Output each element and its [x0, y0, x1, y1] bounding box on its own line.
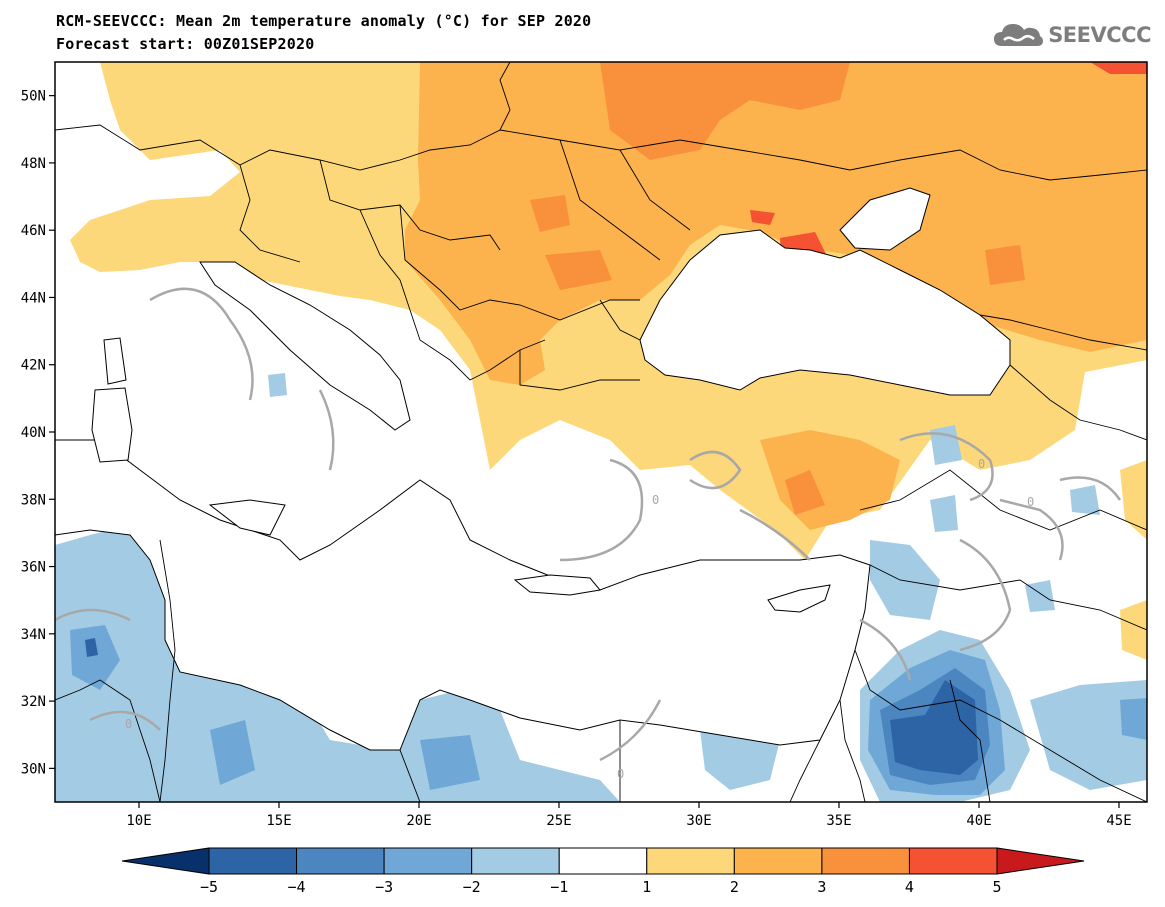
warm-anomaly-1c — [1120, 600, 1147, 660]
lon-tick-label: 20E — [406, 813, 431, 829]
colorbar-label: 1 — [642, 878, 651, 896]
contour-label: 0 — [652, 493, 659, 507]
forecast-start: Forecast start: 00Z01SEP2020 — [56, 35, 315, 53]
country-borders — [55, 62, 1147, 802]
colorbar-segment — [296, 847, 385, 875]
contour-label: 0 — [617, 767, 624, 781]
lat-tick-label: 42N — [21, 358, 46, 374]
lat-tick-label: 44N — [21, 290, 46, 306]
black-sea — [639, 229, 1011, 396]
cyprus — [767, 584, 831, 613]
colorbar-segment — [646, 847, 735, 875]
colorbar-label: 4 — [905, 878, 914, 896]
seevccc-logo: SEEVCCC — [992, 20, 1151, 50]
lon-tick-label: 10E — [126, 813, 151, 829]
colorbar-label: −1 — [550, 878, 568, 896]
cloud-icon — [994, 24, 1044, 46]
zero-contours — [55, 287, 1122, 762]
cool-anomaly-1h — [1025, 580, 1055, 612]
cool-anomaly-2b — [210, 720, 255, 785]
colorbar-label: −2 — [463, 878, 481, 896]
warm-anomaly-3 — [600, 62, 850, 160]
latitude-axis: 30N 32N 34N 36N 38N 40N 42N 44N 46N 48N 50N — [21, 89, 55, 777]
colorbar-label: 3 — [817, 878, 826, 896]
colorbar-segment — [821, 847, 910, 875]
lon-tick-label: 25E — [546, 813, 571, 829]
colorbar-segment — [383, 847, 473, 875]
colorbar-label: −4 — [288, 878, 306, 896]
colorbar-segment — [208, 847, 298, 875]
lat-tick-label: 32N — [21, 694, 46, 710]
lon-tick-label: 15E — [266, 813, 291, 829]
lon-tick-label: 35E — [826, 813, 851, 829]
colorbar-low-arrow — [121, 847, 210, 875]
colorbar-segment — [471, 847, 560, 875]
colorbar-high-arrow — [996, 847, 1085, 875]
logo-text: SEEVCCC — [1048, 23, 1151, 47]
cool-anomaly-2c — [420, 735, 480, 790]
lat-tick-label: 48N — [21, 156, 46, 172]
lat-tick-label: 30N — [21, 761, 46, 777]
colorbar: −5 −4 −3 −2 −1 1 2 3 4 5 — [121, 847, 1085, 896]
lat-tick-label: 46N — [21, 223, 46, 239]
contour-label: 0 — [978, 457, 985, 471]
cool-anomaly-1i — [930, 495, 958, 532]
colorbar-label: 5 — [992, 878, 1001, 896]
warm-anomaly-4b — [1090, 62, 1147, 74]
corsica — [103, 337, 127, 385]
sardinia — [91, 387, 133, 463]
colorbar-label: −5 — [200, 878, 218, 896]
lat-tick-label: 38N — [21, 492, 46, 508]
longitude-axis: 10E 15E 20E 25E 30E 35E 40E 45E — [126, 802, 1132, 829]
cool-anomaly-2e — [1120, 698, 1147, 740]
crete — [513, 574, 601, 596]
colorbar-segment — [733, 847, 823, 875]
map-field: 0 0 0 0 0 — [55, 62, 1147, 802]
lat-tick-label: 50N — [21, 89, 46, 105]
colorbar-segment — [908, 847, 998, 875]
colorbar-segment — [558, 847, 648, 875]
colorbar-label: 2 — [730, 878, 739, 896]
cool-anomaly-1c — [870, 540, 940, 620]
lat-tick-label: 36N — [21, 560, 46, 576]
cool-anomaly-1 — [55, 525, 620, 802]
map-title: RCM-SEEVCCC: Mean 2m temperature anomaly… — [56, 12, 592, 30]
sicily — [208, 499, 286, 536]
contour-labels: 0 0 0 0 0 — [125, 457, 1034, 781]
warm-anomaly-3e — [985, 245, 1025, 285]
warm-anomaly-3b — [530, 195, 570, 232]
contour-label: 0 — [1027, 495, 1034, 509]
sea-of-azov — [839, 187, 931, 251]
warm-anomaly-3d — [785, 470, 825, 515]
colorbar-label: −3 — [375, 878, 393, 896]
warm-anomaly-4c — [750, 210, 775, 225]
cool-anomaly-1k — [268, 373, 287, 397]
lat-tick-label: 40N — [21, 425, 46, 441]
warm-anomaly-1b — [1120, 460, 1147, 540]
lat-tick-label: 34N — [21, 627, 46, 643]
warm-anomaly-3c — [545, 250, 612, 290]
lon-tick-label: 40E — [966, 813, 991, 829]
cool-anomaly-1g — [1070, 485, 1100, 515]
lon-tick-label: 45E — [1106, 813, 1131, 829]
cool-anomaly-4b — [85, 638, 98, 657]
lon-tick-label: 30E — [686, 813, 711, 829]
cool-anomaly-2 — [70, 625, 120, 690]
contour-label: 0 — [125, 717, 132, 731]
cool-anomaly-1f — [930, 425, 962, 465]
cool-anomaly-1e — [1030, 680, 1147, 790]
adriatic-sea — [199, 261, 411, 431]
